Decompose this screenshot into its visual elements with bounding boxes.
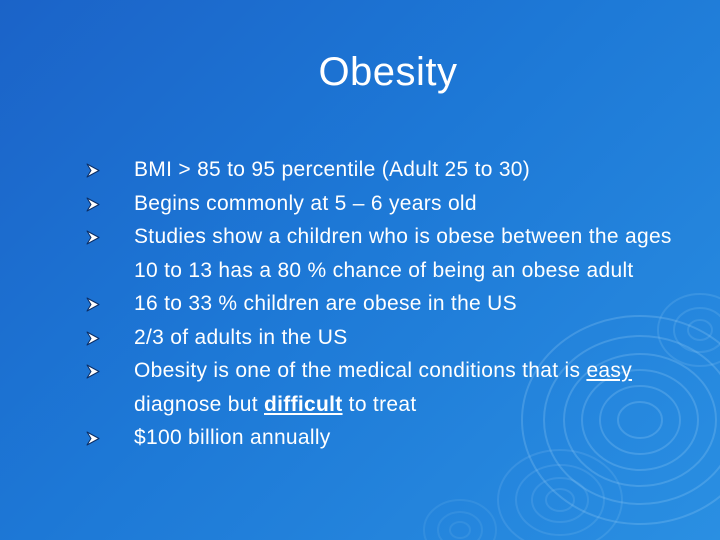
arrowhead-bullet-icon: [86, 364, 100, 379]
bullet-text-after: to treat: [342, 392, 417, 416]
arrowhead-bullet-icon: [86, 431, 100, 446]
arrowhead-bullet-icon: [86, 163, 100, 178]
bullet-item-children-percent: 16 to 33 % children are obese in the US: [84, 287, 684, 321]
bullet-item-bmi: BMI > 85 to 95 percentile (Adult 25 to 3…: [84, 153, 684, 187]
bullet-text: 2/3 of adults in the US: [134, 325, 348, 349]
arrowhead-bullet-icon: [86, 197, 100, 211]
bullet-item-cost: $100 billion annually: [84, 421, 684, 455]
bullet-text-middle: diagnose but: [134, 392, 265, 416]
bullet-text: Begins commonly at 5 – 6 years old: [134, 191, 477, 215]
bullet-text: $100 billion annually: [134, 426, 331, 449]
bullet-text: Studies show a children who is obese bet…: [134, 225, 672, 282]
bullet-text: 16 to 33 % children are obese in the US: [134, 292, 517, 315]
bullet-item-adults: 2/3 of adults in the US: [84, 321, 684, 355]
bullet-list: BMI > 85 to 95 percentile (Adult 25 to 3…: [84, 153, 684, 455]
bullet-text-before: Obesity is one of the medical conditions…: [134, 359, 587, 382]
arrowhead-bullet-icon: [86, 230, 100, 245]
bullet-text: Obesity is one of the medical conditions…: [134, 359, 632, 416]
bullet-item-studies: Studies show a children who is obese bet…: [84, 220, 684, 287]
slide-title: Obesity: [318, 50, 458, 94]
bullet-item-medical-condition: Obesity is one of the medical conditions…: [84, 354, 684, 421]
emphasis-difficult: difficult: [264, 392, 343, 416]
emphasis-easy: easy: [586, 359, 632, 382]
bullet-text: BMI > 85 to 95 percentile (Adult 25 to 3…: [134, 158, 531, 181]
bullet-item-onset-age: Begins commonly at 5 – 6 years old: [84, 187, 684, 221]
arrowhead-bullet-icon: [86, 297, 100, 312]
arrowhead-bullet-icon: [86, 331, 100, 345]
